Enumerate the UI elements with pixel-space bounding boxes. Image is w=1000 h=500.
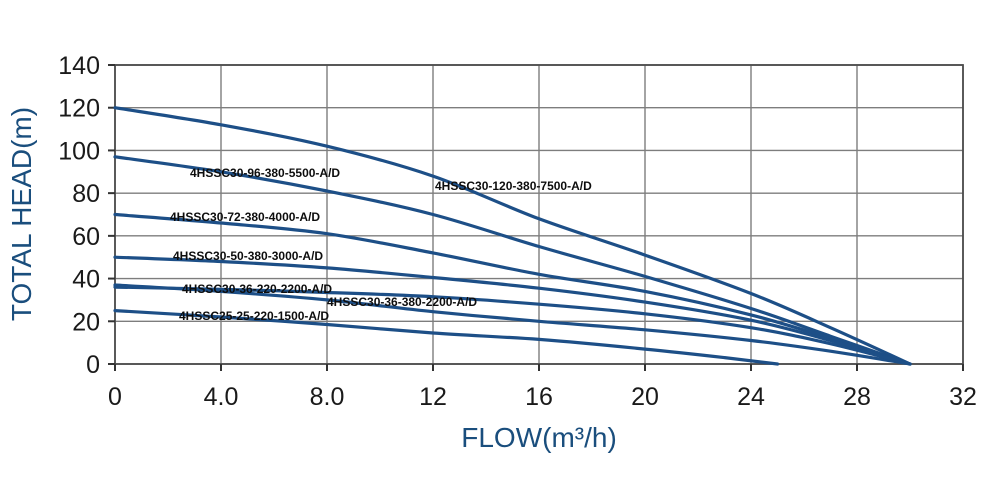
tick-layer (108, 64, 964, 371)
tick-label-layer: 0 4.0 8.0 12 16 20 24 28 32 0 20 40 60 80 100 120 140 (58, 52, 977, 411)
x-tick-label: 12 (419, 383, 447, 411)
x-axis-title: FLOW(m³/h) (461, 422, 617, 453)
grid-layer (114, 64, 964, 365)
y-tick-label: 80 (72, 180, 100, 208)
pump-curve (113, 255, 912, 366)
y-tick-label: 120 (58, 95, 100, 123)
x-tick-label: 24 (737, 383, 765, 411)
curve-label: 4HSSC30-36-220-2200-A/D (182, 282, 332, 296)
x-tick-label: 28 (843, 383, 871, 411)
pump-curve (113, 309, 780, 366)
y-axis-title: TOTAL HEAD(m) (6, 107, 37, 321)
curve-label-layer: 4HSSC30-120-380-7500-A/D 4HSSC30-96-380-5… (170, 166, 592, 323)
curve-label: 4HSSC30-50-380-3000-A/D (173, 249, 323, 263)
curve-label: 4HSSC25-25-220-1500-A/D (179, 309, 329, 323)
x-tick-label: 4.0 (204, 383, 239, 411)
x-tick-label: 0 (108, 383, 122, 411)
curve-label: 4HSSC30-36-380-2200-A/D (327, 295, 477, 309)
x-tick-label: 8.0 (310, 383, 345, 411)
x-tick-label: 16 (525, 383, 553, 411)
y-tick-label: 100 (58, 137, 100, 165)
y-tick-label: 60 (72, 223, 100, 251)
pump-curve (113, 283, 912, 366)
x-tick-label: 32 (949, 383, 977, 411)
curve-label: 4HSSC30-96-380-5500-A/D (190, 166, 340, 180)
pump-curve (113, 155, 912, 366)
x-tick-label: 20 (631, 383, 659, 411)
y-tick-label: 20 (72, 308, 100, 336)
pump-curve (113, 106, 912, 366)
curve-label: 4HSSC30-120-380-7500-A/D (435, 179, 592, 193)
curve-layer (113, 106, 912, 366)
y-tick-label: 0 (86, 351, 100, 379)
pump-curve (113, 285, 912, 366)
y-tick-label: 40 (72, 266, 100, 294)
pump-curve (113, 212, 912, 366)
curve-label: 4HSSC30-72-380-4000-A/D (170, 210, 320, 224)
y-tick-label: 140 (58, 52, 100, 80)
